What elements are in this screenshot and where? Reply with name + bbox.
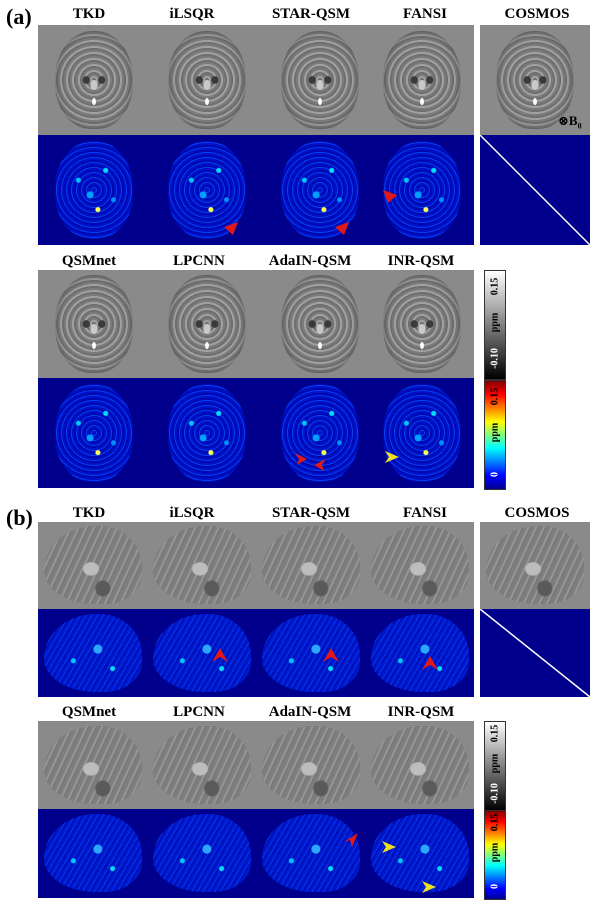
error-map-image (371, 614, 469, 692)
yellow-arrow-icon (382, 841, 396, 853)
error-map-image (371, 814, 469, 892)
method-label-lpcnn: LPCNN (173, 704, 225, 720)
red-arrow-icon (224, 222, 238, 235)
cosmos-gray-a: ⊗B0 (480, 25, 590, 135)
method-label-qsmnet: QSMnet (61, 253, 117, 269)
qsm-gray-row-a2 (38, 270, 474, 378)
brain-image (383, 275, 461, 373)
cosmos-gray-b (480, 522, 590, 609)
red-arrow-icon (383, 190, 397, 203)
brain-image (55, 275, 133, 373)
brain-image (262, 726, 360, 804)
grayscale-colorbar-a: 0.15 ppm -0.10 (484, 270, 506, 380)
method-label-fansi: FANSI (403, 505, 447, 521)
method-label-cosmos: COSMOS (504, 6, 570, 22)
error-map-image (153, 614, 251, 692)
error-colorbar-b: 0.15 ppm 0 (484, 810, 506, 900)
qsm-gray-row-b2 (38, 721, 474, 809)
diagonal-line (480, 135, 590, 245)
brain-image (262, 526, 360, 604)
red-arrow-icon (422, 656, 438, 670)
qsm-gray-row-a1 (38, 25, 474, 135)
method-label-star-qsm: STAR-QSM (271, 6, 351, 22)
brain-image (55, 31, 133, 129)
b0-field-label: ⊗B0 (558, 113, 582, 131)
method-label-adain-qsm: AdaIN-QSM (268, 253, 352, 269)
method-label-cosmos: COSMOS (504, 505, 570, 521)
error-map-image (153, 814, 251, 892)
panel-a-label: (a) (6, 4, 32, 29)
error-map-image (262, 814, 360, 892)
diagonal-line (480, 609, 590, 697)
error-map-image (383, 384, 461, 482)
qsm-gray-row-b1 (38, 522, 474, 609)
method-label-inr-qsm: INR-QSM (387, 253, 455, 269)
colorbar-min-label: 0 (489, 472, 501, 477)
panel-b-label: (b) (6, 505, 33, 530)
method-label-inr-qsm: INR-QSM (387, 704, 455, 720)
brain-image (486, 526, 584, 604)
colorbar-unit-label: ppm (489, 422, 501, 443)
error-map-row-a2 (38, 378, 474, 488)
brain-image (153, 726, 251, 804)
method-label-adain-qsm: AdaIN-QSM (268, 704, 352, 720)
brain-image (496, 31, 574, 129)
brain-image (371, 726, 469, 804)
red-arrow-icon (295, 453, 307, 465)
method-label-qsmnet: QSMnet (61, 704, 117, 720)
method-label-ilsqr: iLSQR (169, 6, 215, 22)
error-map-row-b1 (38, 609, 474, 697)
yellow-arrow-icon (422, 881, 436, 893)
error-map-image (44, 614, 142, 692)
red-arrow-icon (344, 833, 358, 847)
grayscale-colorbar-b: 0.15 ppm -0.10 (484, 721, 506, 811)
brain-image (44, 726, 142, 804)
method-label-star-qsm: STAR-QSM (271, 505, 351, 521)
error-map-image (55, 141, 133, 239)
cosmos-reference-placeholder (480, 609, 590, 697)
red-arrow-icon (323, 648, 339, 662)
brain-image (281, 275, 359, 373)
brain-image (168, 275, 246, 373)
red-arrow-icon (335, 222, 349, 235)
colorbar-min-label: 0 (489, 884, 501, 889)
error-map-image (55, 384, 133, 482)
error-colorbar-a: 0.15 ppm 0 (484, 380, 506, 490)
cosmos-reference-placeholder (480, 135, 590, 245)
red-arrow-icon (314, 459, 326, 471)
error-map-image (168, 141, 246, 239)
brain-image (281, 31, 359, 129)
error-map-image (44, 814, 142, 892)
brain-image (383, 31, 461, 129)
error-map-row-a1 (38, 135, 474, 245)
brain-image (168, 31, 246, 129)
error-map-image (262, 614, 360, 692)
error-map-image (383, 141, 461, 239)
method-label-tkd: TKD (72, 505, 106, 521)
brain-image (44, 526, 142, 604)
method-label-fansi: FANSI (403, 6, 447, 22)
method-label-ilsqr: iLSQR (169, 505, 215, 521)
method-label-lpcnn: LPCNN (173, 253, 225, 269)
brain-image (371, 526, 469, 604)
error-map-row-b2 (38, 809, 474, 898)
red-arrow-icon (212, 648, 228, 662)
method-label-tkd: TKD (72, 6, 106, 22)
error-map-image (281, 141, 359, 239)
yellow-arrow-icon (385, 451, 399, 463)
error-map-image (168, 384, 246, 482)
brain-image (153, 526, 251, 604)
